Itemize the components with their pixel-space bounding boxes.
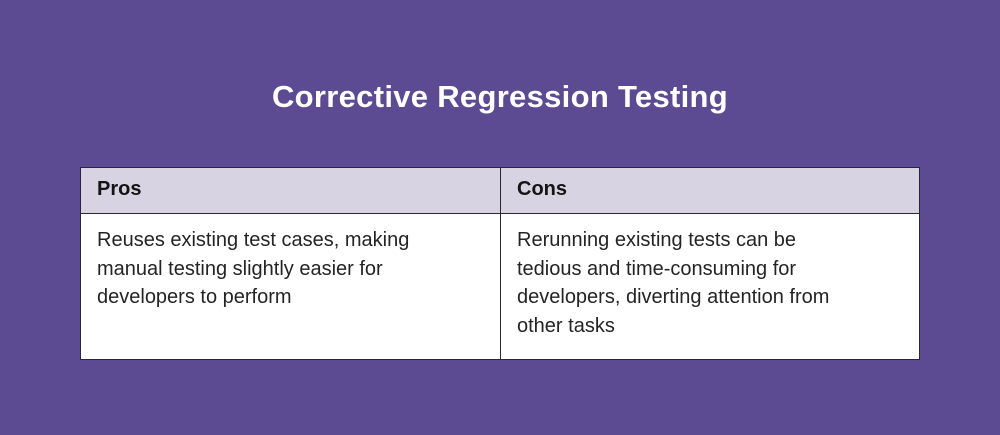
cons-header-cell: Cons xyxy=(500,168,919,213)
pros-body-cell: Reuses existing test cases, making manua… xyxy=(97,229,410,308)
pros-cons-table: Pros Cons Reuses existing test cases, ma… xyxy=(80,167,920,360)
page-title: Corrective Regression Testing xyxy=(271,79,729,114)
pros-header-cell: Pros xyxy=(97,178,142,200)
table-header-row: Pros Cons xyxy=(81,168,919,214)
cons-body-cell: Rerunning existing tests can be tedious … xyxy=(500,214,919,359)
table-body-row: Reuses existing test cases, making manua… xyxy=(81,214,919,359)
